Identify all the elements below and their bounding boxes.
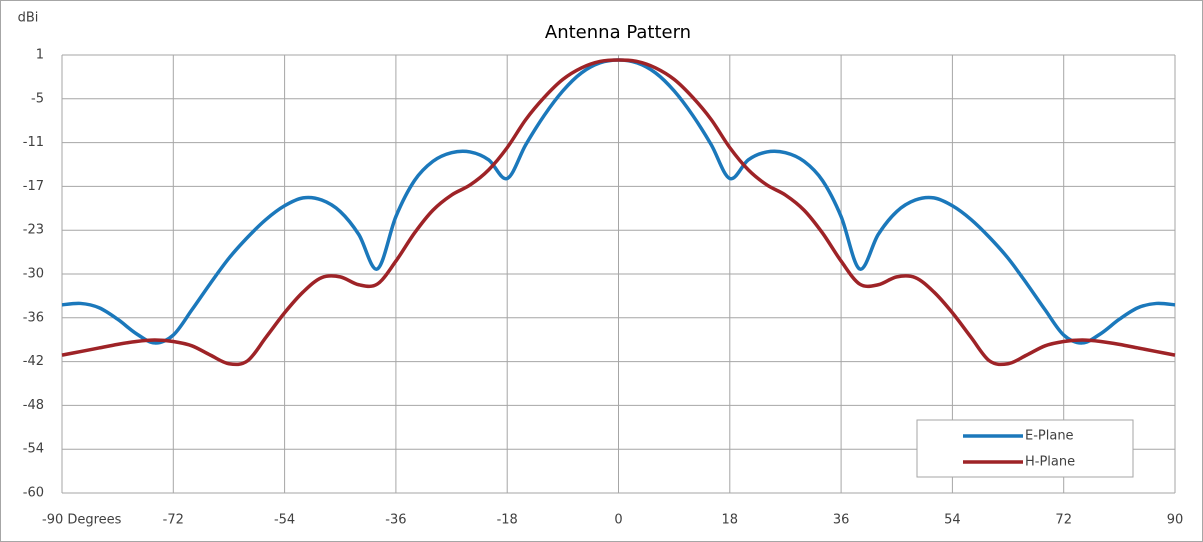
y-tick-label: 1: [36, 48, 44, 63]
legend-label: E-Plane: [1025, 429, 1074, 444]
y-tick-label: -11: [23, 135, 44, 150]
y-axis-label: dBi: [18, 11, 39, 26]
y-tick-label: -54: [23, 442, 44, 457]
x-tick-label: 90: [1167, 513, 1184, 528]
line-series: [61, 58, 1176, 367]
y-tick-label: -42: [23, 354, 44, 369]
chart-title: Antenna Pattern: [545, 22, 691, 43]
x-tick-label: 0: [614, 513, 622, 528]
x-tick-label: 18: [722, 513, 739, 528]
y-tick-label: -5: [31, 91, 44, 106]
x-tick-label: 72: [1055, 513, 1072, 528]
y-tick-label: -48: [23, 398, 44, 413]
x-tick-label: -54: [274, 513, 295, 528]
y-tick-label: -17: [23, 179, 44, 194]
x-tick-label: -90 Degrees: [42, 513, 122, 528]
x-tick-label: 54: [944, 513, 961, 528]
legend-label: H-Plane: [1025, 455, 1075, 470]
x-tick-label: 36: [833, 513, 850, 528]
y-tick-label: -23: [23, 223, 44, 238]
y-tick-label: -60: [23, 486, 44, 501]
y-tick-label: -36: [23, 310, 44, 325]
legend-box: [916, 419, 1134, 478]
x-tick-label: -36: [385, 513, 406, 528]
x-tick-label: -18: [497, 513, 518, 528]
y-tick-label: -30: [23, 267, 44, 282]
x-tick-label: -72: [163, 513, 184, 528]
